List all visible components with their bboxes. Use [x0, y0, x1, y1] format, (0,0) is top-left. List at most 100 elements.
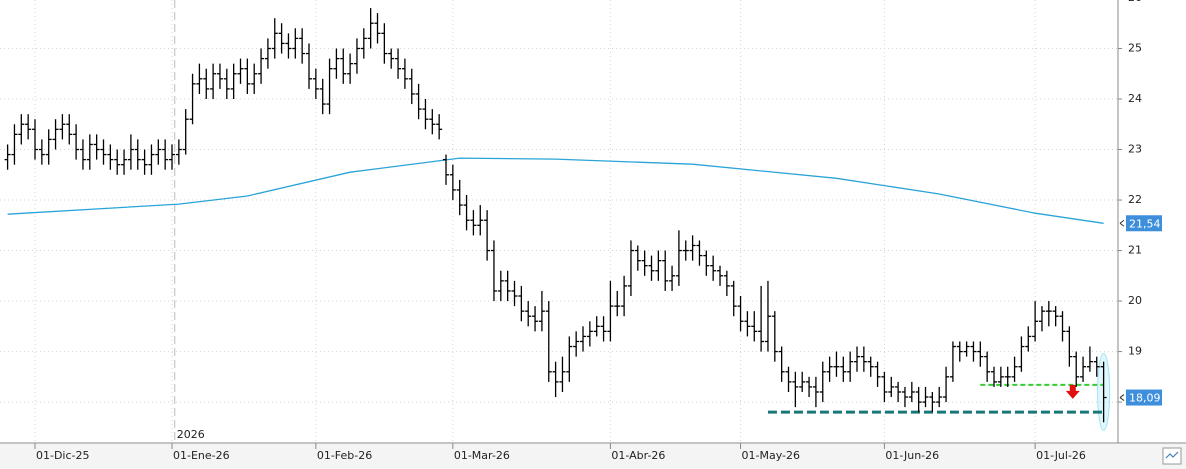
y-tick-label: 25	[1128, 41, 1142, 54]
ohlc-bar	[936, 386, 943, 408]
ohlc-bar	[360, 28, 367, 59]
ohlc-bar	[1080, 356, 1087, 382]
ohlc-bar	[52, 119, 59, 150]
ohlc-bar	[799, 371, 806, 392]
ohlc-bar	[504, 270, 511, 302]
ohlc-bar	[710, 255, 717, 281]
ohlc-bar	[121, 149, 128, 175]
ohlc-bar	[1032, 301, 1039, 342]
ohlc-bar	[607, 280, 614, 342]
ohlc-bar	[367, 8, 374, 49]
ohlc-bar	[100, 139, 107, 165]
ma-last-label-box	[1126, 215, 1162, 232]
ohlc-bar	[45, 129, 52, 165]
ohlc-bar	[388, 48, 395, 69]
ohlc-bar	[477, 205, 484, 236]
x-tick-label: 01-Dic-25	[36, 449, 90, 462]
x-tick-label: 01-Mar-26	[454, 449, 510, 462]
ohlc-bar	[991, 366, 998, 387]
ohlc-bar	[984, 351, 991, 382]
scale-icon	[1165, 451, 1179, 459]
ohlc-bar	[127, 134, 134, 170]
ohlc-bar	[73, 124, 80, 160]
ohlc-bar	[675, 230, 682, 286]
ohlc-bar	[1038, 306, 1045, 332]
ohlc-bar	[532, 306, 539, 332]
ohlc-bar	[449, 164, 456, 201]
ohlc-bar	[737, 296, 744, 332]
ma-last-label: 21,54	[1129, 217, 1161, 230]
ohlc-bar	[573, 331, 580, 357]
ohlc-bar	[141, 149, 148, 175]
ohlc-bar	[833, 351, 840, 377]
ohlc-bar	[134, 139, 141, 170]
ohlc-bar	[854, 346, 861, 372]
ohlc-bar	[908, 381, 915, 403]
ohlc-bar	[11, 124, 18, 165]
ohlc-bar	[662, 250, 669, 291]
ohlc-bar	[929, 391, 936, 413]
ohlc-bar	[1045, 301, 1052, 327]
ohlc-bar	[696, 240, 703, 266]
ohlc-bar	[812, 376, 819, 408]
ohlc-bar	[703, 250, 710, 276]
ohlc-bar	[648, 255, 655, 281]
ohlc-bar	[484, 210, 491, 261]
ohlc-bar	[443, 154, 450, 185]
ohlc-bar	[292, 28, 299, 59]
ohlc-bar	[901, 386, 908, 408]
ohlc-bar	[408, 68, 415, 105]
moving-average	[7, 157, 1104, 224]
ohlc-bar	[374, 13, 381, 44]
ohlc-bar	[196, 63, 203, 94]
y-tick-label: 26	[1128, 0, 1142, 4]
ohlc-bar	[525, 301, 532, 327]
ohlc-bar	[580, 326, 587, 352]
ohlc-bar	[669, 265, 676, 291]
ohlc-bar	[107, 144, 114, 170]
ohlc-bar	[593, 316, 600, 337]
ohlc-bar	[1086, 346, 1093, 372]
ohlc-bar	[586, 321, 593, 347]
ohlc-bar	[518, 285, 525, 322]
ohlc-bar	[429, 109, 436, 135]
ohlc-bar	[867, 356, 874, 377]
ohlc-bar	[806, 376, 813, 398]
x-tick-label: 01-Abr-26	[611, 449, 665, 462]
last-price-label: 18,09	[1129, 392, 1161, 405]
ohlc-bar	[175, 139, 182, 165]
ohlc-bar	[682, 240, 689, 261]
ohlc-bar	[1011, 356, 1018, 382]
ohlc-bar	[470, 210, 477, 236]
ohlc-bar	[38, 139, 45, 165]
ohlc-bar	[155, 139, 162, 165]
x-tick-label: 01-Feb-26	[317, 449, 372, 462]
ohlc-bar	[1018, 336, 1025, 372]
ohlc-bar	[764, 280, 771, 352]
ohlc-bar	[1059, 311, 1066, 342]
ohlc-bar	[860, 346, 867, 372]
ohlc-bar	[1052, 306, 1059, 327]
ohlc-bar	[203, 68, 210, 100]
x-tick-label: 01-Jul-26	[1036, 449, 1086, 462]
ohlc-bar	[785, 366, 792, 392]
ohlc-bar	[148, 144, 155, 175]
ohlc-bar	[456, 179, 463, 216]
ohlc-bar	[395, 48, 402, 79]
ohlc-bar	[778, 346, 785, 382]
x-tick-label: 01-Ene-26	[173, 449, 230, 462]
ohlc-bar	[299, 28, 306, 64]
y-tick-label: 23	[1128, 143, 1142, 156]
x-tick-label: 01-May-26	[742, 449, 800, 462]
ohlc-bar	[18, 114, 25, 145]
ohlc-bar	[621, 275, 628, 317]
ohlc-bar	[511, 280, 518, 307]
ohlc-bar	[552, 361, 559, 398]
y-tick-label: 20	[1128, 294, 1142, 307]
ohlc-bar	[230, 63, 237, 100]
ohlc-bar	[963, 341, 970, 357]
ohlc-bar	[600, 316, 607, 342]
ohlc-bar	[312, 68, 319, 100]
ohlc-bar	[353, 38, 360, 74]
